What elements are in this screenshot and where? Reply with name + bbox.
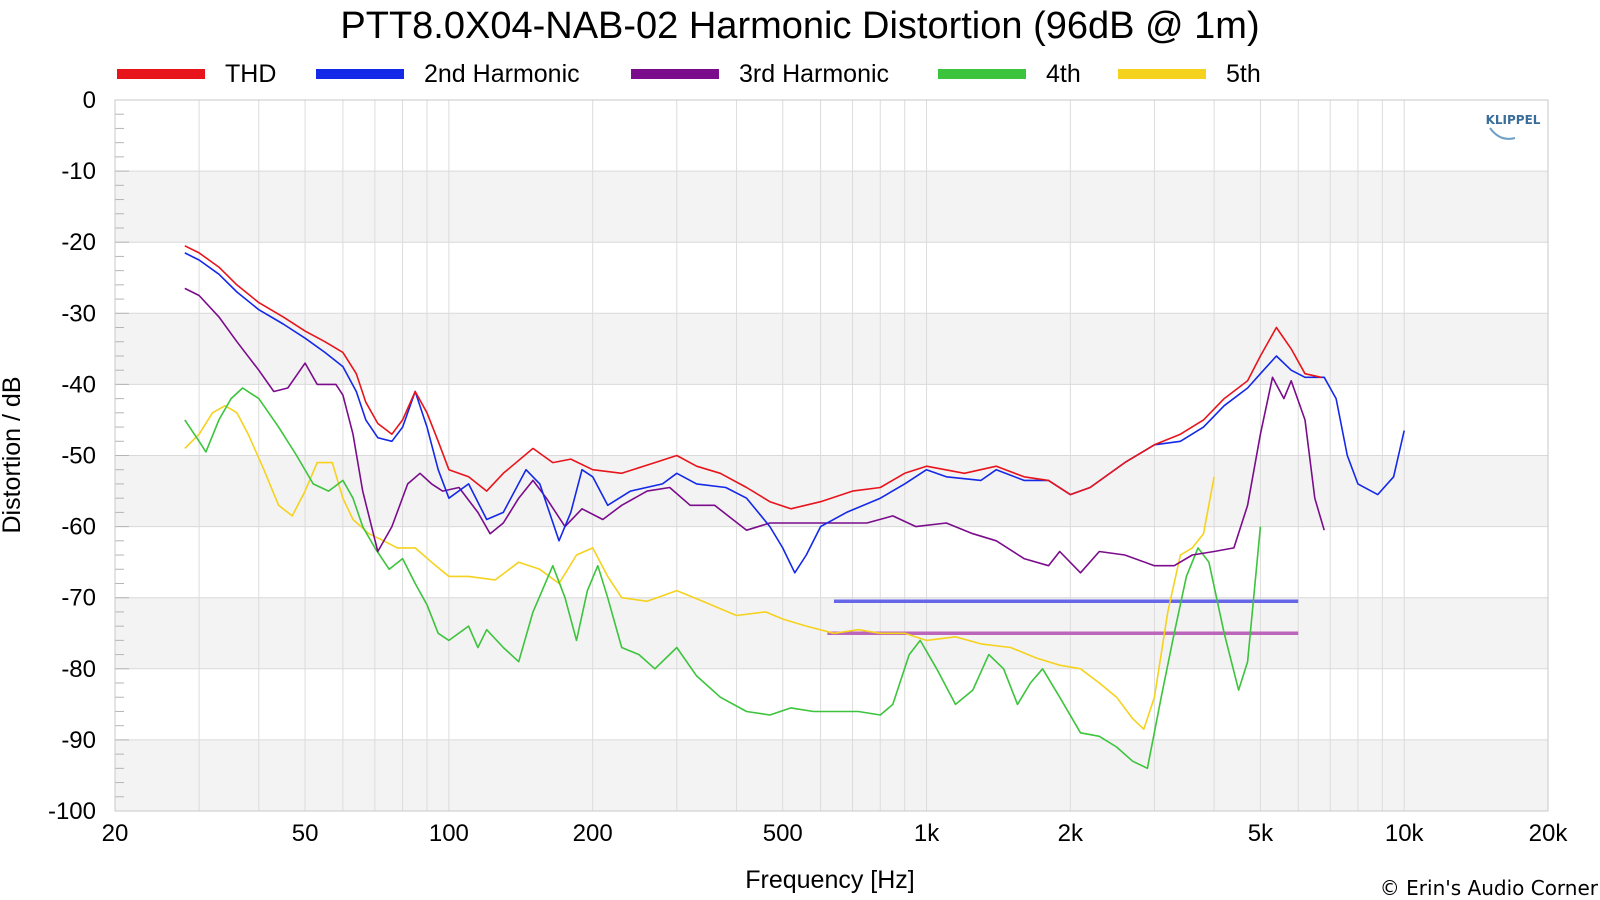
x-tick-label: 500 (763, 820, 803, 847)
plot-band (115, 242, 1548, 314)
legend-label-4th: 4th (1046, 60, 1081, 88)
x-tick-label: 10k (1385, 820, 1425, 847)
plot-bands (115, 100, 1548, 811)
plot-band (115, 526, 1548, 598)
series-line-thd (184, 245, 1322, 510)
y-tick-label: -80 (61, 656, 96, 683)
y-tick-label: -90 (61, 727, 96, 754)
x-tick-label: 5k (1248, 820, 1274, 847)
y-tick-label: -40 (61, 371, 96, 398)
klippel-logo-arc (1489, 127, 1516, 140)
y-tick-label: -20 (61, 229, 96, 256)
x-tick-label: 100 (429, 820, 469, 847)
x-axis-label: Frequency [Hz] (745, 866, 915, 894)
legend-label-3rd-harmonic: 3rd Harmonic (739, 60, 889, 88)
legend: THD 2nd Harmonic 3rd Harmonic 4th 5th (117, 60, 1261, 88)
legend-label-thd: THD (225, 60, 276, 88)
y-tick-label: 0 (83, 87, 96, 114)
klippel-logo: KLIPPEL (1486, 113, 1541, 140)
x-tick-label: 1k (914, 820, 940, 847)
x-tick-label: 50 (292, 820, 319, 847)
y-tick-label: -30 (61, 300, 96, 327)
legend-swatch-4th (938, 69, 1026, 79)
plot-band (115, 384, 1548, 456)
legend-swatch-3rd-harmonic (631, 69, 719, 79)
plot-band (115, 100, 1548, 172)
plot-band (115, 668, 1548, 740)
legend-swatch-thd (117, 69, 205, 79)
legend-label-5th: 5th (1226, 60, 1261, 88)
plot-band (115, 455, 1548, 527)
series-line-4th (184, 387, 1262, 770)
klippel-logo-text: KLIPPEL (1486, 113, 1541, 127)
y-tick-label: -10 (61, 158, 96, 185)
credit-text: © Erin's Audio Corner (1380, 876, 1599, 900)
y-axis-label: Distortion / dB (0, 376, 26, 533)
series-lines (184, 245, 1405, 770)
series-line-2nd-harmonic (184, 252, 1405, 574)
x-tick-label: 20 (102, 820, 129, 847)
legend-label-2nd-harmonic: 2nd Harmonic (424, 60, 580, 88)
plot-band (115, 739, 1548, 811)
y-tick-label: -70 (61, 585, 96, 612)
y-tick-label: -100 (48, 798, 96, 825)
plot-band (115, 313, 1548, 385)
series-line-5th (184, 404, 1215, 730)
chart-title: PTT8.0X04-NAB-02 Harmonic Distortion (96… (340, 5, 1259, 47)
y-tick-label: -60 (61, 514, 96, 541)
x-tick-label: 200 (573, 820, 613, 847)
x-tick-label: 20k (1529, 820, 1569, 847)
legend-swatch-5th (1118, 69, 1206, 79)
series-line-3rd-harmonic (184, 287, 1325, 574)
x-tick-label: 2k (1058, 820, 1084, 847)
plot-band (115, 171, 1548, 243)
y-tick-label: -50 (61, 443, 96, 470)
legend-swatch-2nd-harmonic (316, 69, 404, 79)
plot-frame (114, 99, 1549, 812)
